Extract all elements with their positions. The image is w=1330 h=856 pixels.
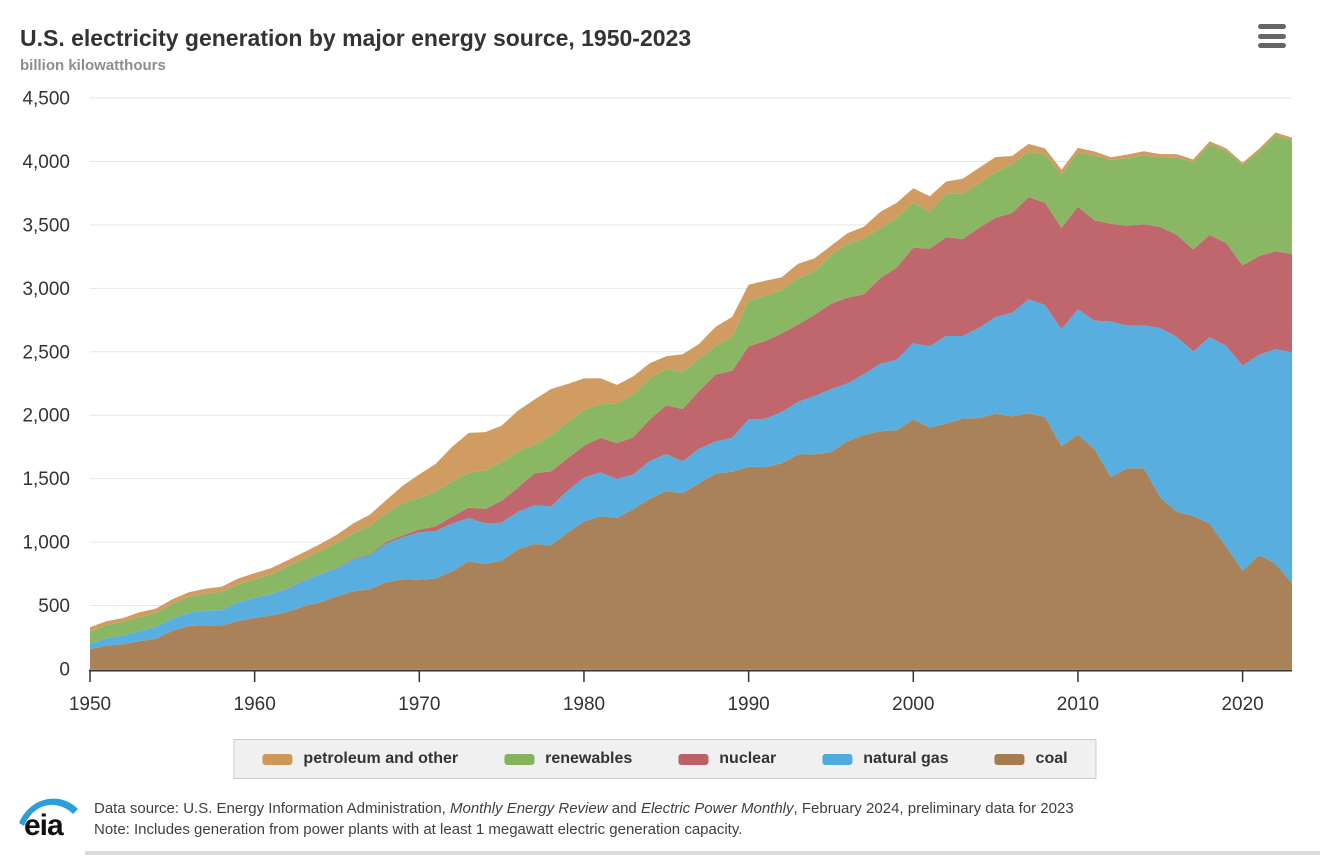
y-axis-label: 3,000 — [22, 279, 70, 300]
x-axis-label: 1950 — [69, 694, 111, 715]
y-axis-label: 1,500 — [22, 469, 70, 490]
legend-swatch-icon — [504, 753, 535, 765]
x-axis-label: 1990 — [727, 694, 769, 715]
x-axis-label: 1970 — [398, 694, 440, 715]
legend-item-petroleum-and-other[interactable]: petroleum and other — [262, 750, 458, 768]
y-axis-label: 0 — [59, 660, 70, 681]
area-coal[interactable] — [90, 413, 1292, 669]
legend-label: petroleum and other — [303, 750, 459, 767]
legend-swatch-icon — [262, 753, 293, 765]
legend-label: coal — [1035, 750, 1068, 767]
x-axis-label: 2010 — [1057, 694, 1099, 715]
y-axis-label: 2,000 — [22, 406, 70, 427]
area-nuclear[interactable] — [90, 197, 1292, 644]
data-source-line: Data source: U.S. Energy Information Adm… — [94, 800, 1074, 817]
bottom-divider — [85, 851, 1320, 855]
y-axis-label: 4,500 — [22, 89, 70, 110]
area-renewables[interactable] — [90, 135, 1292, 644]
legend-item-natural-gas[interactable]: natural gas — [822, 750, 949, 768]
footer-text: Data source: U.S. Energy Information Adm… — [94, 789, 1074, 840]
x-axis-label: 1960 — [234, 694, 276, 715]
legend-item-nuclear[interactable]: nuclear — [678, 750, 776, 768]
chart-title: U.S. electricity generation by major ene… — [20, 25, 692, 52]
legend-swatch-icon — [678, 753, 709, 765]
legend-swatch-icon — [994, 753, 1025, 765]
legend-swatch-icon — [822, 753, 853, 765]
stacked-area-chart: 1950 1960 1970 1980 1990 2000 2010 2020 0 500 1,00… — [22, 89, 1292, 715]
y-axis-label: 2,500 — [22, 342, 70, 363]
hamburger-icon[interactable] — [1258, 24, 1286, 48]
y-axis-label: 500 — [38, 596, 70, 617]
chart-footer: eia Data source: U.S. Energy Information… — [16, 789, 1074, 843]
y-axis-label: 4,000 — [22, 152, 70, 173]
eia-logo-text: eia — [24, 809, 64, 842]
legend-label: nuclear — [719, 750, 777, 767]
legend-item-coal[interactable]: coal — [994, 750, 1068, 768]
area-petroleum-and-other[interactable] — [90, 132, 1292, 632]
legend-item-renewables[interactable]: renewables — [504, 750, 632, 768]
legend-label: natural gas — [863, 750, 949, 767]
eia-logo-swoosh — [19, 798, 78, 826]
y-axis-label: 1,000 — [22, 533, 70, 554]
chart-unit-subtitle: billion kilowatthours — [20, 57, 166, 74]
x-axis-label: 2020 — [1221, 694, 1263, 715]
y-axis-label: 3,500 — [22, 215, 70, 236]
note-line: Note: Includes generation from power pla… — [94, 821, 743, 838]
x-axis-label: 1980 — [563, 694, 605, 715]
eia-logo: eia — [19, 798, 78, 842]
x-axis-label: 2000 — [892, 694, 934, 715]
area-natural-gas[interactable] — [90, 299, 1292, 650]
chart-legend: petroleum and other renewables nuclear natu… — [233, 739, 1097, 779]
legend-label: renewables — [545, 750, 633, 767]
